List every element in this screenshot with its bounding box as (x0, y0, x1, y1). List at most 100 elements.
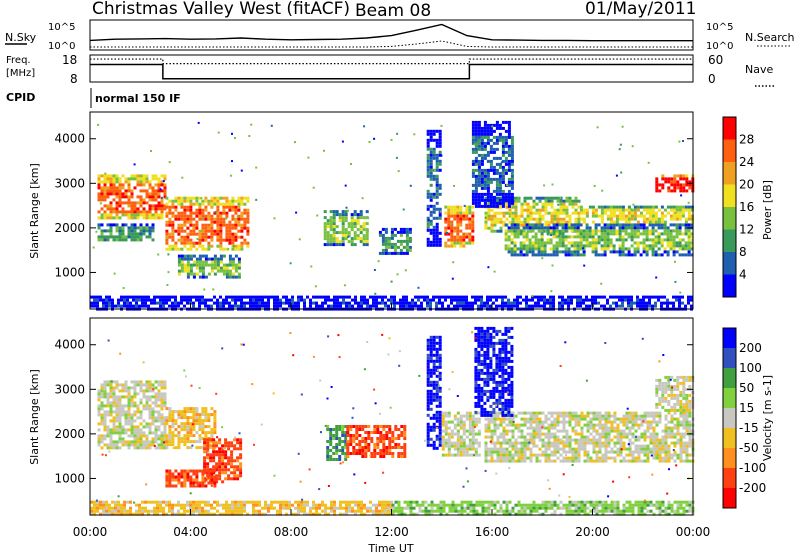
heatmap-cell (234, 248, 237, 251)
heatmap-cell (131, 195, 134, 198)
heatmap-cell (373, 449, 376, 452)
heatmap-cell (427, 166, 430, 169)
heatmap-cell (676, 180, 679, 183)
heatmap-cell (586, 209, 589, 212)
heatmap-cell (637, 235, 640, 238)
heatmap-cell (487, 184, 490, 187)
heatmap-cell (495, 299, 498, 302)
heatmap-cell (499, 175, 502, 178)
heatmap-cell (355, 425, 358, 428)
heatmap-cell (538, 244, 541, 247)
heatmap-cell (217, 258, 220, 261)
heatmap-cell (217, 261, 220, 264)
heatmap-cell (400, 252, 403, 255)
heatmap-cell (497, 418, 500, 421)
heatmap-cell (430, 339, 433, 342)
heatmap-cell (222, 212, 225, 215)
heatmap-cell (201, 203, 204, 206)
heatmap-cell (688, 229, 691, 232)
heatmap-cell (475, 133, 478, 136)
heatmap-cell (442, 436, 445, 439)
heatmap-cell (211, 270, 214, 273)
heatmap-cell (146, 195, 149, 198)
heatmap-cell (330, 237, 333, 240)
heatmap-cell (494, 418, 497, 421)
heatmap-cell (472, 169, 475, 172)
heatmap-cell (524, 412, 527, 415)
heatmap-cell (335, 434, 338, 437)
heatmap-cell (249, 296, 252, 299)
heatmap-cell (335, 425, 338, 428)
heatmap-cell (237, 209, 240, 212)
echo-speck (167, 253, 169, 255)
heatmap-cell (472, 121, 475, 124)
heatmap-cell (333, 231, 336, 234)
heatmap-cell (367, 425, 370, 428)
heatmap-cell (128, 398, 131, 401)
heatmap-cell (433, 414, 436, 417)
heatmap-cell (149, 440, 152, 443)
heatmap-cell (222, 209, 225, 212)
heatmap-cell (199, 258, 202, 261)
heatmap-cell (219, 296, 222, 299)
echo-speck (391, 281, 393, 283)
heatmap-cell (195, 296, 198, 299)
heatmap-cell (450, 296, 453, 299)
echo-speck (583, 265, 585, 267)
heatmap-cell (658, 238, 661, 241)
heatmap-cell (673, 218, 676, 221)
echo-speck (434, 169, 436, 171)
heatmap-cell (580, 253, 583, 256)
heatmap-cell (232, 276, 235, 279)
heatmap-cell (456, 242, 459, 245)
heatmap-cell (622, 235, 625, 238)
echo-speck (203, 289, 205, 291)
heatmap-cell (159, 305, 162, 308)
heatmap-cell (101, 186, 104, 189)
heatmap-cell (119, 416, 122, 419)
heatmap-cell (348, 225, 351, 228)
heatmap-cell (113, 238, 116, 241)
heatmap-cell (178, 273, 181, 276)
heatmap-cell (104, 180, 107, 183)
heatmap-cell (149, 431, 152, 434)
heatmap-cell (547, 253, 550, 256)
heatmap-cell (119, 226, 122, 229)
heatmap-cell (538, 247, 541, 250)
heatmap-cell (441, 305, 444, 308)
heatmap-cell (580, 241, 583, 244)
heatmap-cell (448, 421, 451, 424)
heatmap-cell (610, 229, 613, 232)
heatmap-cell (670, 229, 673, 232)
heatmap-cell (177, 476, 180, 479)
heatmap-cell (481, 184, 484, 187)
heatmap-cell (430, 417, 433, 420)
heatmap-cell (366, 210, 369, 213)
heatmap-cell (666, 299, 669, 302)
heatmap-cell (530, 424, 533, 427)
heatmap-cell (205, 261, 208, 264)
heatmap-cell (426, 299, 429, 302)
heatmap-cell (667, 177, 670, 180)
heatmap-cell (336, 305, 339, 308)
heatmap-cell (575, 218, 578, 221)
heatmap-cell (238, 276, 241, 279)
echo-speck (346, 207, 348, 209)
heatmap-cell (110, 177, 113, 180)
heatmap-cell (264, 305, 267, 308)
heatmap-cell (107, 213, 110, 216)
heatmap-cell (110, 213, 113, 216)
heatmap-cell (518, 436, 521, 439)
heatmap-cell (339, 231, 342, 234)
heatmap-cell (676, 250, 679, 253)
heatmap-cell (204, 215, 207, 218)
heatmap-cell (462, 305, 465, 308)
heatmap-cell (670, 218, 673, 221)
heatmap-cell (180, 470, 183, 473)
heatmap-cell (110, 413, 113, 416)
heatmap-cell (327, 240, 330, 243)
heatmap-cell (453, 299, 456, 302)
heatmap-cell (637, 226, 640, 229)
heatmap-cell (682, 223, 685, 226)
heatmap-cell (426, 296, 429, 299)
